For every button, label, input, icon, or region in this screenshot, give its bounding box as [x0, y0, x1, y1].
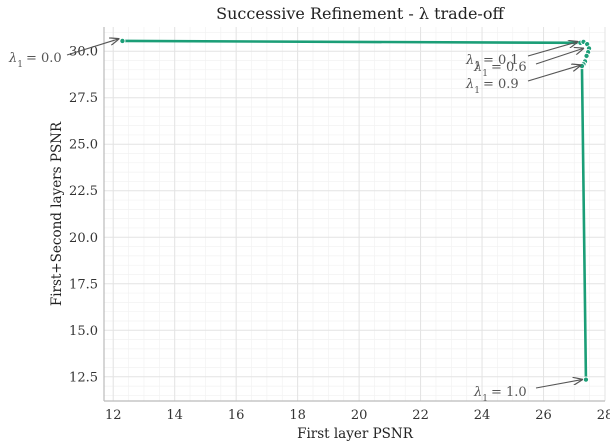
x-tick-labels: 12 14 16 18 20 22 24 26 28	[105, 408, 610, 423]
minor-grid	[104, 27, 606, 401]
x-tick-label: 26	[535, 408, 552, 423]
annotation-label: λ1 = 0.6	[473, 60, 527, 79]
data-point	[119, 37, 126, 45]
annotation-label: λ1 = 0.0	[8, 51, 62, 70]
data-point	[583, 52, 590, 59]
x-tick-label: 28	[597, 408, 610, 423]
y-tick-label: 20.0	[69, 231, 98, 246]
x-tick-label: 14	[166, 408, 183, 423]
major-grid	[104, 27, 606, 401]
annotations-layer: λ1 = 0.0 λ1 = 0.1λ1 = 0.6λ1 = 0.9 λ1 = 1.0	[8, 39, 583, 404]
annotation-arrow	[535, 380, 582, 389]
x-tick-label: 18	[289, 408, 306, 423]
annotation-label: λ1 = 0.1	[465, 53, 519, 72]
chart-title: Successive Refinement - λ trade-off	[216, 4, 505, 23]
x-tick-label: 12	[105, 408, 122, 423]
series-line	[121, 39, 591, 381]
data-point	[578, 63, 585, 70]
annotation-label: λ1 = 1.0	[473, 385, 527, 404]
y-tick-label: 27.5	[69, 91, 98, 106]
y-tick-label: 30.0	[69, 45, 98, 60]
x-tick-label: 20	[351, 408, 368, 423]
y-tick-label: 15.0	[69, 324, 98, 339]
axes	[103, 27, 605, 402]
x-axis-label: First layer PSNR	[297, 426, 414, 442]
y-axis-label: First+Second layers PSNR	[49, 121, 65, 306]
annotation-arrow	[527, 65, 580, 82]
y-tick-label: 12.5	[69, 370, 98, 385]
y-tick-labels: 12.5 15.0 17.5 20.0 22.5 25.0 27.5 30.0	[69, 45, 98, 386]
annotation-arrow	[535, 48, 583, 65]
annotation-arrow	[66, 39, 118, 56]
data-point	[582, 376, 589, 383]
annotation-arrow	[527, 42, 577, 57]
x-tick-label: 22	[412, 408, 429, 423]
y-tick-label: 17.5	[69, 277, 98, 292]
x-tick-label: 16	[228, 408, 245, 423]
annotation-label: λ1 = 0.9	[465, 77, 519, 96]
y-tick-label: 22.5	[69, 184, 98, 199]
y-tick-label: 25.0	[69, 138, 98, 153]
x-tick-label: 24	[474, 408, 491, 423]
